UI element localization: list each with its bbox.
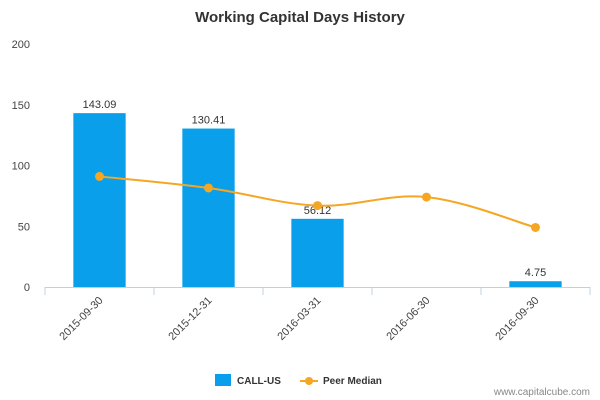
peer-median-point [313, 201, 322, 211]
peer-median-point [204, 183, 213, 193]
x-tick-label: 2015-09-30 [57, 295, 105, 343]
bar-value-label: 143.09 [83, 99, 117, 111]
y-tick-label: 200 [12, 39, 30, 51]
chart-title: Working Capital Days History [195, 9, 405, 26]
peer-median-point [422, 192, 431, 202]
x-tick-label: 2016-09-30 [493, 295, 541, 343]
bar-value-label: 4.75 [525, 267, 546, 279]
bar-series [73, 113, 562, 287]
legend-swatch-peer-median-dot [305, 377, 313, 385]
credit-text: www.capitalcube.com [493, 387, 590, 398]
bar-value-label: 130.41 [192, 115, 226, 127]
legend: CALL-US Peer Median [215, 374, 382, 387]
y-tick-label: 0 [24, 282, 30, 294]
x-tick-label: 2016-03-31 [275, 295, 323, 343]
bar [182, 128, 235, 287]
bar-value-label: 56.12 [304, 205, 332, 217]
y-tick-label: 100 [12, 161, 30, 173]
peer-median-point [95, 171, 104, 181]
y-tick-label: 150 [12, 100, 30, 112]
x-axis: 2015-09-30 2015-12-31 2016-03-31 2016-06-30… [44, 287, 591, 343]
legend-label-call-us: CALL-US [237, 376, 281, 387]
peer-median-point [531, 222, 540, 232]
legend-swatch-call-us [215, 374, 231, 386]
peer-median-series [95, 171, 540, 232]
legend-label-peer-median: Peer Median [323, 376, 382, 387]
y-axis: 0 50 100 150 200 [12, 39, 30, 294]
x-tick-label: 2015-12-31 [166, 295, 214, 343]
bar [73, 113, 126, 287]
bar-labels: 143.09 130.41 56.12 4.75 [83, 99, 547, 279]
bar [509, 281, 562, 287]
bar [291, 218, 344, 287]
y-tick-label: 50 [18, 221, 30, 233]
x-tick-label: 2016-06-30 [384, 295, 432, 343]
